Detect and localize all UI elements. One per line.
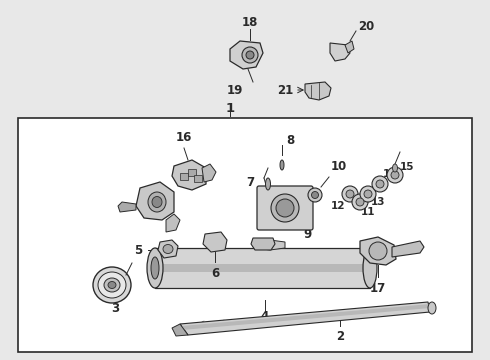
Ellipse shape xyxy=(246,51,254,59)
Ellipse shape xyxy=(346,190,354,198)
Text: 1: 1 xyxy=(225,102,235,114)
Text: 14: 14 xyxy=(383,169,397,179)
Polygon shape xyxy=(180,302,430,335)
Ellipse shape xyxy=(342,186,358,202)
Text: 8: 8 xyxy=(286,135,294,148)
Text: 13: 13 xyxy=(371,197,385,207)
Bar xyxy=(188,169,196,176)
Text: 19: 19 xyxy=(227,84,243,96)
Ellipse shape xyxy=(108,282,116,288)
Text: 4: 4 xyxy=(261,310,269,323)
Text: 15: 15 xyxy=(400,162,414,172)
Bar xyxy=(155,248,370,288)
Polygon shape xyxy=(202,164,216,182)
Ellipse shape xyxy=(391,171,399,179)
Polygon shape xyxy=(203,232,227,252)
Ellipse shape xyxy=(151,257,159,279)
Ellipse shape xyxy=(372,176,388,192)
Polygon shape xyxy=(251,238,275,250)
Polygon shape xyxy=(172,324,188,336)
Polygon shape xyxy=(305,82,331,100)
Text: 11: 11 xyxy=(361,207,375,217)
Ellipse shape xyxy=(104,278,120,292)
Bar xyxy=(18,118,472,352)
Ellipse shape xyxy=(363,248,377,288)
Ellipse shape xyxy=(308,188,322,202)
Polygon shape xyxy=(392,241,424,257)
Ellipse shape xyxy=(392,164,397,172)
Polygon shape xyxy=(118,202,136,212)
Ellipse shape xyxy=(312,192,318,198)
Bar xyxy=(155,264,370,272)
Text: 9: 9 xyxy=(303,228,311,241)
Ellipse shape xyxy=(152,197,162,207)
Polygon shape xyxy=(182,304,430,330)
Text: 18: 18 xyxy=(242,17,258,30)
Text: 6: 6 xyxy=(211,267,219,280)
Ellipse shape xyxy=(387,167,403,183)
Text: 3: 3 xyxy=(111,302,119,315)
Text: 5: 5 xyxy=(134,243,142,256)
Ellipse shape xyxy=(271,194,299,222)
Ellipse shape xyxy=(364,190,372,198)
Polygon shape xyxy=(166,214,180,232)
Text: 16: 16 xyxy=(176,131,192,144)
Ellipse shape xyxy=(428,302,436,314)
Polygon shape xyxy=(136,182,174,220)
Polygon shape xyxy=(255,240,285,250)
Bar xyxy=(180,173,188,180)
Text: 12: 12 xyxy=(331,201,345,211)
Ellipse shape xyxy=(266,178,270,190)
Ellipse shape xyxy=(147,248,163,288)
Bar xyxy=(194,175,202,182)
Polygon shape xyxy=(360,237,396,265)
Ellipse shape xyxy=(93,267,131,303)
Ellipse shape xyxy=(356,198,364,206)
Ellipse shape xyxy=(148,192,166,212)
Text: 21: 21 xyxy=(277,84,293,96)
Ellipse shape xyxy=(360,186,376,202)
Text: 7: 7 xyxy=(246,175,254,189)
Text: 17: 17 xyxy=(370,282,386,295)
Polygon shape xyxy=(172,160,206,190)
Ellipse shape xyxy=(376,180,384,188)
Polygon shape xyxy=(230,41,263,69)
Text: 20: 20 xyxy=(358,21,374,33)
Polygon shape xyxy=(330,43,350,61)
Ellipse shape xyxy=(242,47,258,63)
Ellipse shape xyxy=(352,194,368,210)
Ellipse shape xyxy=(276,199,294,217)
Ellipse shape xyxy=(369,242,387,260)
Polygon shape xyxy=(345,41,354,53)
Ellipse shape xyxy=(98,272,126,298)
Ellipse shape xyxy=(280,160,284,170)
FancyBboxPatch shape xyxy=(257,186,313,230)
Text: 2: 2 xyxy=(336,330,344,343)
Ellipse shape xyxy=(163,244,173,253)
Text: 10: 10 xyxy=(331,160,347,173)
Polygon shape xyxy=(158,240,178,258)
